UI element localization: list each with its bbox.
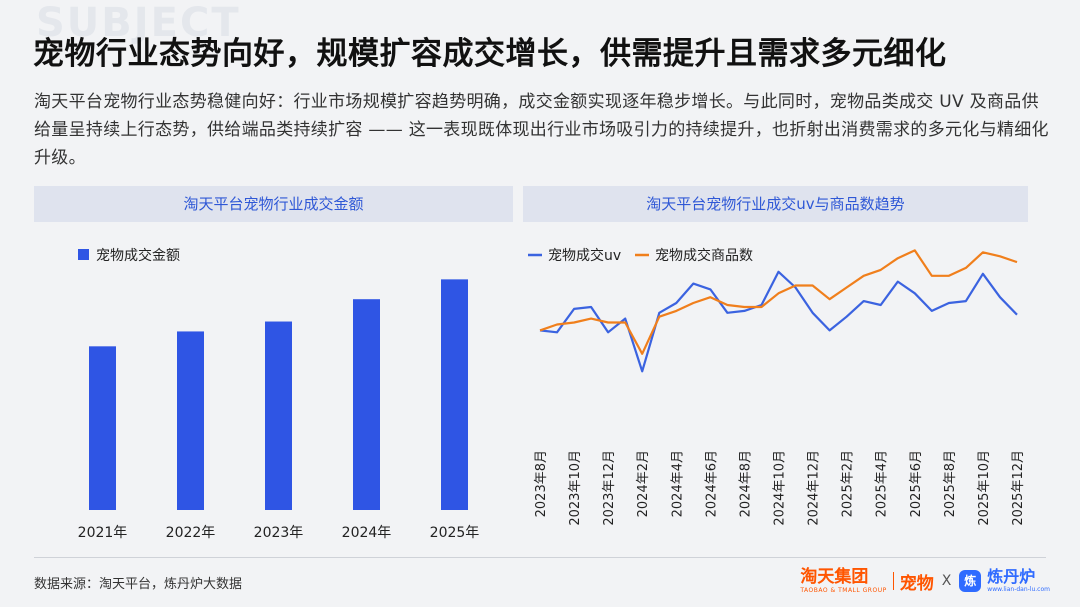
x-tick-label: 2024年 bbox=[342, 525, 392, 541]
bar-4 bbox=[353, 299, 380, 510]
footer-divider bbox=[34, 557, 1046, 558]
bar-5 bbox=[441, 279, 468, 510]
bar-3 bbox=[265, 321, 292, 510]
collab-x: X bbox=[941, 573, 952, 589]
background-watermark: SUBJECT bbox=[36, 0, 241, 46]
x-tick-label: 2024年12月 bbox=[807, 450, 822, 526]
x-tick-label: 2025年12月 bbox=[1011, 450, 1026, 526]
pet-label: 宠物 bbox=[899, 573, 934, 594]
x-tick-label: 2024年6月 bbox=[704, 450, 719, 517]
liandanlu-logo-url: www.lian-dan-lu.com bbox=[987, 586, 1050, 593]
legend-label-2: 宠物成交商品数 bbox=[655, 247, 753, 264]
line-chart: 宠物成交uv 宠物成交商品数 2023年8月 2023年10月 2023年12月 2024… bbox=[528, 247, 1026, 526]
x-tick-label: 2025年 bbox=[430, 525, 480, 541]
taobao-logo-en: TAOBAO & TMALL GROUP bbox=[800, 586, 887, 594]
liandanlu-icon: 炼 bbox=[959, 570, 982, 592]
page-title: 宠物行业态势向好，规模扩容成交增长，供需提升且需求多元细化 bbox=[33, 36, 947, 72]
x-tick-label: 2025年10月 bbox=[977, 450, 992, 526]
taobao-logo: 淘天集团 TAOBAO & TMALL GROUP bbox=[800, 566, 887, 594]
x-tick-label: 2024年10月 bbox=[773, 450, 788, 526]
legend-swatch-amount bbox=[78, 249, 89, 260]
x-tick-label: 2021年 bbox=[78, 525, 128, 541]
series-line-2 bbox=[539, 249, 1018, 355]
x-tick-label: 2025年2月 bbox=[841, 450, 856, 517]
legend-label-amount: 宠物成交金额 bbox=[96, 247, 180, 264]
x-tick-label: 2023年 bbox=[254, 525, 304, 541]
x-tick-label: 2025年8月 bbox=[943, 450, 958, 517]
data-source: 数据来源：淘天平台，炼丹炉大数据 bbox=[34, 577, 243, 592]
taobao-logo-text: 淘天集团 bbox=[800, 566, 869, 587]
bar-1 bbox=[89, 346, 116, 510]
x-tick-label: 2022年 bbox=[166, 525, 216, 541]
brand-logos: 淘天集团 TAOBAO & TMALL GROUP 宠物 X 炼 炼丹炉 www… bbox=[800, 566, 1050, 596]
x-tick-label: 2024年8月 bbox=[738, 450, 753, 517]
liandanlu-logo-text: 炼丹炉 bbox=[987, 567, 1036, 586]
x-tick-label: 2024年2月 bbox=[636, 450, 651, 517]
x-tick-label: 2023年8月 bbox=[534, 450, 549, 517]
legend-label-1: 宠物成交uv bbox=[548, 247, 621, 264]
x-tick-label: 2023年12月 bbox=[602, 450, 617, 526]
x-tick-label: 2025年6月 bbox=[909, 450, 924, 517]
bar-chart: 宠物成交金额 2021年 2022年 2023年 2024年 2025年 bbox=[78, 247, 480, 541]
intro-paragraph: 淘天平台宠物行业态势稳健向好：行业市场规模扩容趋势明确，成交金额实现逐年稳步增长… bbox=[34, 92, 1049, 168]
liandanlu-logo: 炼丹炉 www.lian-dan-lu.com bbox=[987, 569, 1050, 593]
bar-chart-title: 淘天平台宠物行业成交金额 bbox=[34, 186, 513, 222]
x-tick-label: 2025年4月 bbox=[875, 450, 890, 517]
line-chart-title: 淘天平台宠物行业成交uv与商品数趋势 bbox=[523, 186, 1028, 222]
x-tick-label: 2024年4月 bbox=[670, 450, 685, 517]
bar-2 bbox=[177, 331, 204, 510]
x-tick-label: 2023年10月 bbox=[568, 450, 583, 526]
brand-separator bbox=[892, 572, 894, 590]
